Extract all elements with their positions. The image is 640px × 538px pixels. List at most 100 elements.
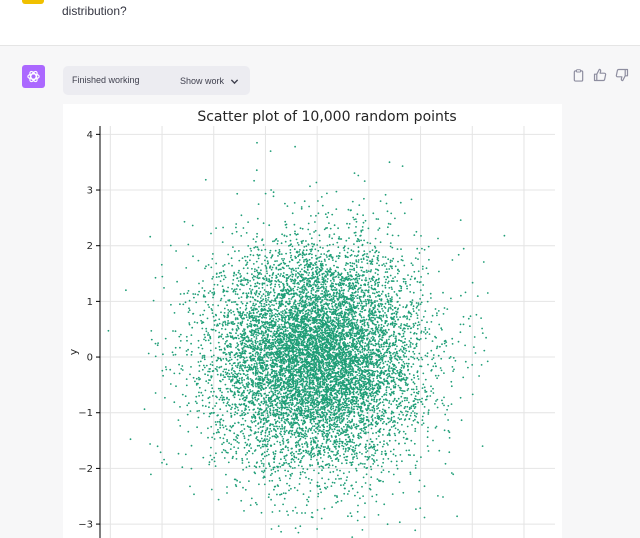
scatter-point [321, 326, 324, 329]
scatter-point [244, 387, 247, 390]
chevron-down-icon [230, 78, 239, 84]
scatter-point [297, 531, 300, 534]
scatter-point [186, 292, 189, 294]
scatter-point [243, 342, 246, 345]
scatter-point [337, 327, 340, 330]
scatter-point [196, 402, 198, 405]
scatter-point [257, 407, 259, 410]
scatter-point [366, 338, 368, 341]
scatter-point [223, 351, 226, 354]
scatter-point [346, 331, 348, 334]
scatter-point [384, 281, 387, 284]
scatter-point [236, 379, 239, 381]
scatter-point [382, 325, 385, 328]
scatter-point [214, 421, 217, 423]
scatter-point [163, 458, 165, 461]
scatter-point [208, 401, 211, 404]
scatter-point [403, 390, 406, 392]
scatter-point [396, 345, 398, 348]
scatter-point [260, 460, 263, 462]
scatter-point [219, 424, 222, 426]
scatter-point [297, 434, 300, 437]
scatter-point [424, 326, 427, 329]
scatter-point [399, 348, 402, 351]
scatter-point [266, 412, 269, 415]
scatter-point [332, 278, 335, 281]
scatter-point [431, 314, 434, 317]
scatter-point [290, 305, 293, 308]
scatter-point [409, 473, 412, 475]
scatter-point [277, 273, 280, 276]
scatter-point [391, 324, 394, 326]
scatter-point [359, 310, 362, 313]
scatter-point [271, 254, 274, 257]
scatter-point [298, 294, 301, 297]
scatter-point [281, 451, 284, 454]
copy-button[interactable] [570, 67, 586, 83]
scatter-point [193, 493, 195, 496]
scatter-point [330, 343, 333, 346]
scatter-point [193, 296, 195, 299]
scatter-point [332, 276, 335, 279]
scatter-point [302, 403, 304, 405]
scatter-point [233, 382, 236, 385]
scatter-point [173, 372, 176, 375]
scatter-point [250, 290, 252, 292]
scatter-point [375, 268, 377, 270]
scatter-point [283, 338, 285, 341]
scatter-point [284, 469, 286, 472]
scatter-point [367, 270, 370, 272]
scatter-point [289, 473, 292, 476]
scatter-point [388, 402, 390, 404]
scatter-point [447, 429, 450, 432]
scatter-point [236, 441, 239, 443]
scatter-point [363, 466, 366, 468]
scatter-point [355, 271, 358, 274]
scatter-point [398, 361, 400, 364]
scatter-point [209, 349, 212, 352]
scatter-point [215, 452, 217, 455]
scatter-point [252, 275, 255, 277]
scatter-point [178, 372, 181, 375]
scatter-point [337, 460, 340, 462]
scatter-point [245, 307, 248, 310]
thumbs-up-button[interactable] [592, 67, 608, 83]
scatter-point [240, 395, 243, 397]
scatter-point [378, 264, 380, 267]
scatter-point [354, 381, 357, 384]
scatter-point [292, 412, 295, 415]
scatter-point [310, 358, 313, 361]
scatter-point [416, 247, 419, 250]
scatter-point [232, 290, 235, 293]
scatter-point [337, 308, 340, 311]
scatter-point [412, 350, 415, 353]
scatter-point [351, 438, 354, 441]
scatter-point [407, 362, 410, 365]
scatter-point [260, 249, 263, 252]
scatter-point [329, 319, 332, 321]
scatter-point [234, 250, 236, 253]
scatter-point [321, 276, 324, 279]
scatter-point [307, 222, 310, 225]
scatter-point [249, 390, 252, 393]
scatter-point [334, 313, 337, 316]
scatter-point [384, 450, 387, 452]
scatter-point [265, 297, 267, 300]
scatter-point [268, 439, 271, 442]
scatter-point [386, 233, 389, 236]
scatter-point [243, 362, 246, 364]
scatter-point [379, 398, 382, 400]
scatter-point [302, 468, 305, 470]
scatter-point [227, 369, 230, 372]
thumbs-down-button[interactable] [614, 67, 630, 83]
scatter-point [377, 422, 379, 424]
openai-logo-icon [27, 70, 40, 83]
scatter-point [381, 334, 384, 337]
show-work-button[interactable]: Show work [177, 71, 242, 91]
scatter-point [357, 399, 360, 402]
scatter-point [348, 237, 350, 240]
scatter-point [227, 253, 230, 256]
scatter-point [355, 255, 358, 258]
scatter-point [197, 376, 200, 379]
scatter-point [339, 398, 341, 401]
